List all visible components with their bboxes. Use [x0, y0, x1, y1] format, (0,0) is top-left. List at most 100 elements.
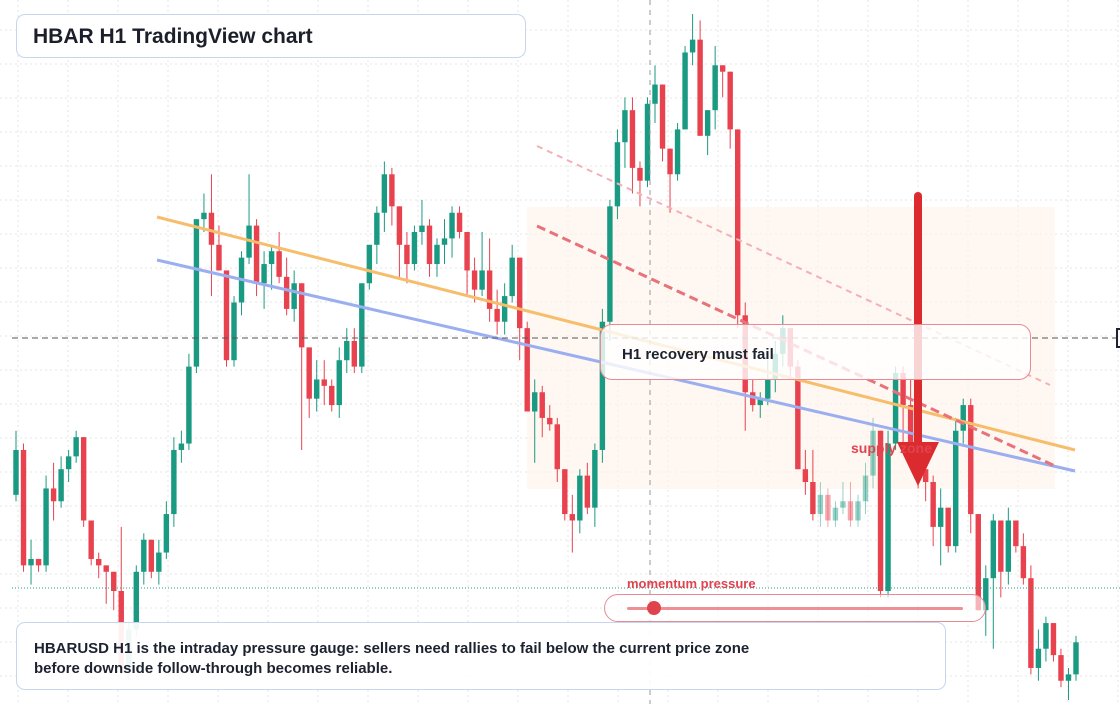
- candle-body: [419, 225, 425, 232]
- candle-body: [652, 84, 658, 104]
- momentum-label: momentum pressure: [627, 576, 756, 591]
- candle-body: [825, 494, 831, 521]
- candle-body: [1028, 578, 1034, 668]
- candle-body: [750, 392, 756, 406]
- candle-body: [111, 571, 117, 592]
- candle-body: [261, 264, 267, 284]
- recovery-callout: H1 recovery must fail: [600, 324, 1031, 380]
- candle-body: [494, 308, 500, 322]
- candle-body: [366, 244, 373, 284]
- momentum-track: [627, 607, 963, 610]
- candle-body: [607, 206, 613, 322]
- candle-body: [930, 482, 936, 527]
- candle-body: [65, 456, 72, 470]
- candle-body: [795, 366, 801, 470]
- candle-body: [1035, 648, 1042, 668]
- candle-body: [644, 103, 651, 181]
- candle-body: [321, 379, 327, 386]
- candle-body: [163, 514, 170, 553]
- candle-body: [689, 39, 696, 53]
- candle-body: [80, 437, 87, 521]
- candle-body: [870, 430, 876, 476]
- candle-body: [907, 405, 914, 444]
- candle-body: [20, 449, 27, 566]
- candle-body: [359, 283, 365, 367]
- candle-body: [381, 174, 388, 213]
- candle-body: [1065, 674, 1072, 681]
- candle-body: [960, 405, 966, 431]
- candle-body: [599, 321, 606, 450]
- candle-body: [73, 437, 79, 457]
- candle-body: [885, 443, 891, 592]
- candle-body: [765, 379, 771, 399]
- candle-body: [426, 225, 433, 265]
- candle-body: [1058, 655, 1064, 681]
- candle-body: [456, 212, 463, 232]
- candle-body: [953, 430, 959, 547]
- chart-title-panel: HBAR H1 TradingView chart: [16, 14, 526, 58]
- candle-body: [847, 501, 854, 521]
- candle-body: [629, 110, 636, 168]
- candle-body: [43, 488, 49, 566]
- candle-body: [584, 475, 591, 508]
- candle-body: [712, 65, 718, 111]
- candle-body: [216, 244, 222, 271]
- momentum-slider[interactable]: [604, 594, 986, 622]
- candle-body: [990, 520, 997, 579]
- candle-body: [171, 449, 177, 515]
- candlestick-series: [13, 14, 1079, 700]
- candle-body: [501, 296, 508, 322]
- candle-body: [900, 373, 906, 406]
- candle-body: [524, 328, 530, 412]
- candle-body: [968, 405, 974, 515]
- candle-body: [667, 148, 673, 175]
- candle-body: [674, 129, 681, 175]
- candle-body: [441, 238, 448, 245]
- candle-body: [276, 251, 282, 277]
- candle-body: [532, 392, 538, 412]
- candle-body: [862, 475, 869, 502]
- candle-body: [682, 52, 688, 130]
- candle-body: [28, 558, 34, 566]
- candle-body: [516, 257, 523, 329]
- candle-body: [539, 392, 545, 418]
- candle-body: [141, 539, 147, 572]
- candle-body: [58, 469, 64, 502]
- candle-body: [1050, 623, 1057, 656]
- candle-body: [727, 71, 733, 130]
- candle-body: [50, 488, 57, 502]
- candle-body: [1020, 546, 1027, 579]
- candle-body: [877, 430, 884, 592]
- momentum-knob[interactable]: [646, 601, 661, 615]
- candle-body: [983, 578, 989, 611]
- candle-body: [554, 424, 560, 470]
- candle-body: [757, 398, 763, 406]
- candle-body: [479, 270, 485, 290]
- candle-body: [133, 571, 139, 630]
- candle-body: [802, 469, 809, 483]
- candle-body: [13, 449, 19, 495]
- candle-body: [186, 366, 192, 444]
- candle-body: [614, 142, 621, 207]
- summary-panel: HBARUSD H1 is the intraday pressure gaug…: [16, 622, 946, 690]
- candle-body: [471, 270, 478, 290]
- candle-body: [1073, 642, 1079, 675]
- candle-body: [389, 174, 395, 207]
- candle-body: [95, 558, 102, 566]
- candle-body: [404, 244, 410, 265]
- candle-body: [193, 219, 200, 367]
- candle-body: [201, 212, 207, 220]
- candle-body: [306, 347, 312, 399]
- candle-body: [892, 373, 899, 444]
- supply-zone-label: supply zone: [851, 440, 932, 456]
- candle-body: [998, 520, 1004, 572]
- candle-body: [855, 501, 861, 521]
- candle-body: [223, 270, 230, 361]
- candle-body: [637, 167, 643, 181]
- candle-body: [577, 475, 583, 521]
- candle-body: [178, 443, 185, 450]
- candle-body: [1005, 520, 1012, 572]
- price-axis-marker: [1116, 328, 1120, 348]
- candle-body: [547, 417, 553, 425]
- candle-body: [314, 379, 320, 399]
